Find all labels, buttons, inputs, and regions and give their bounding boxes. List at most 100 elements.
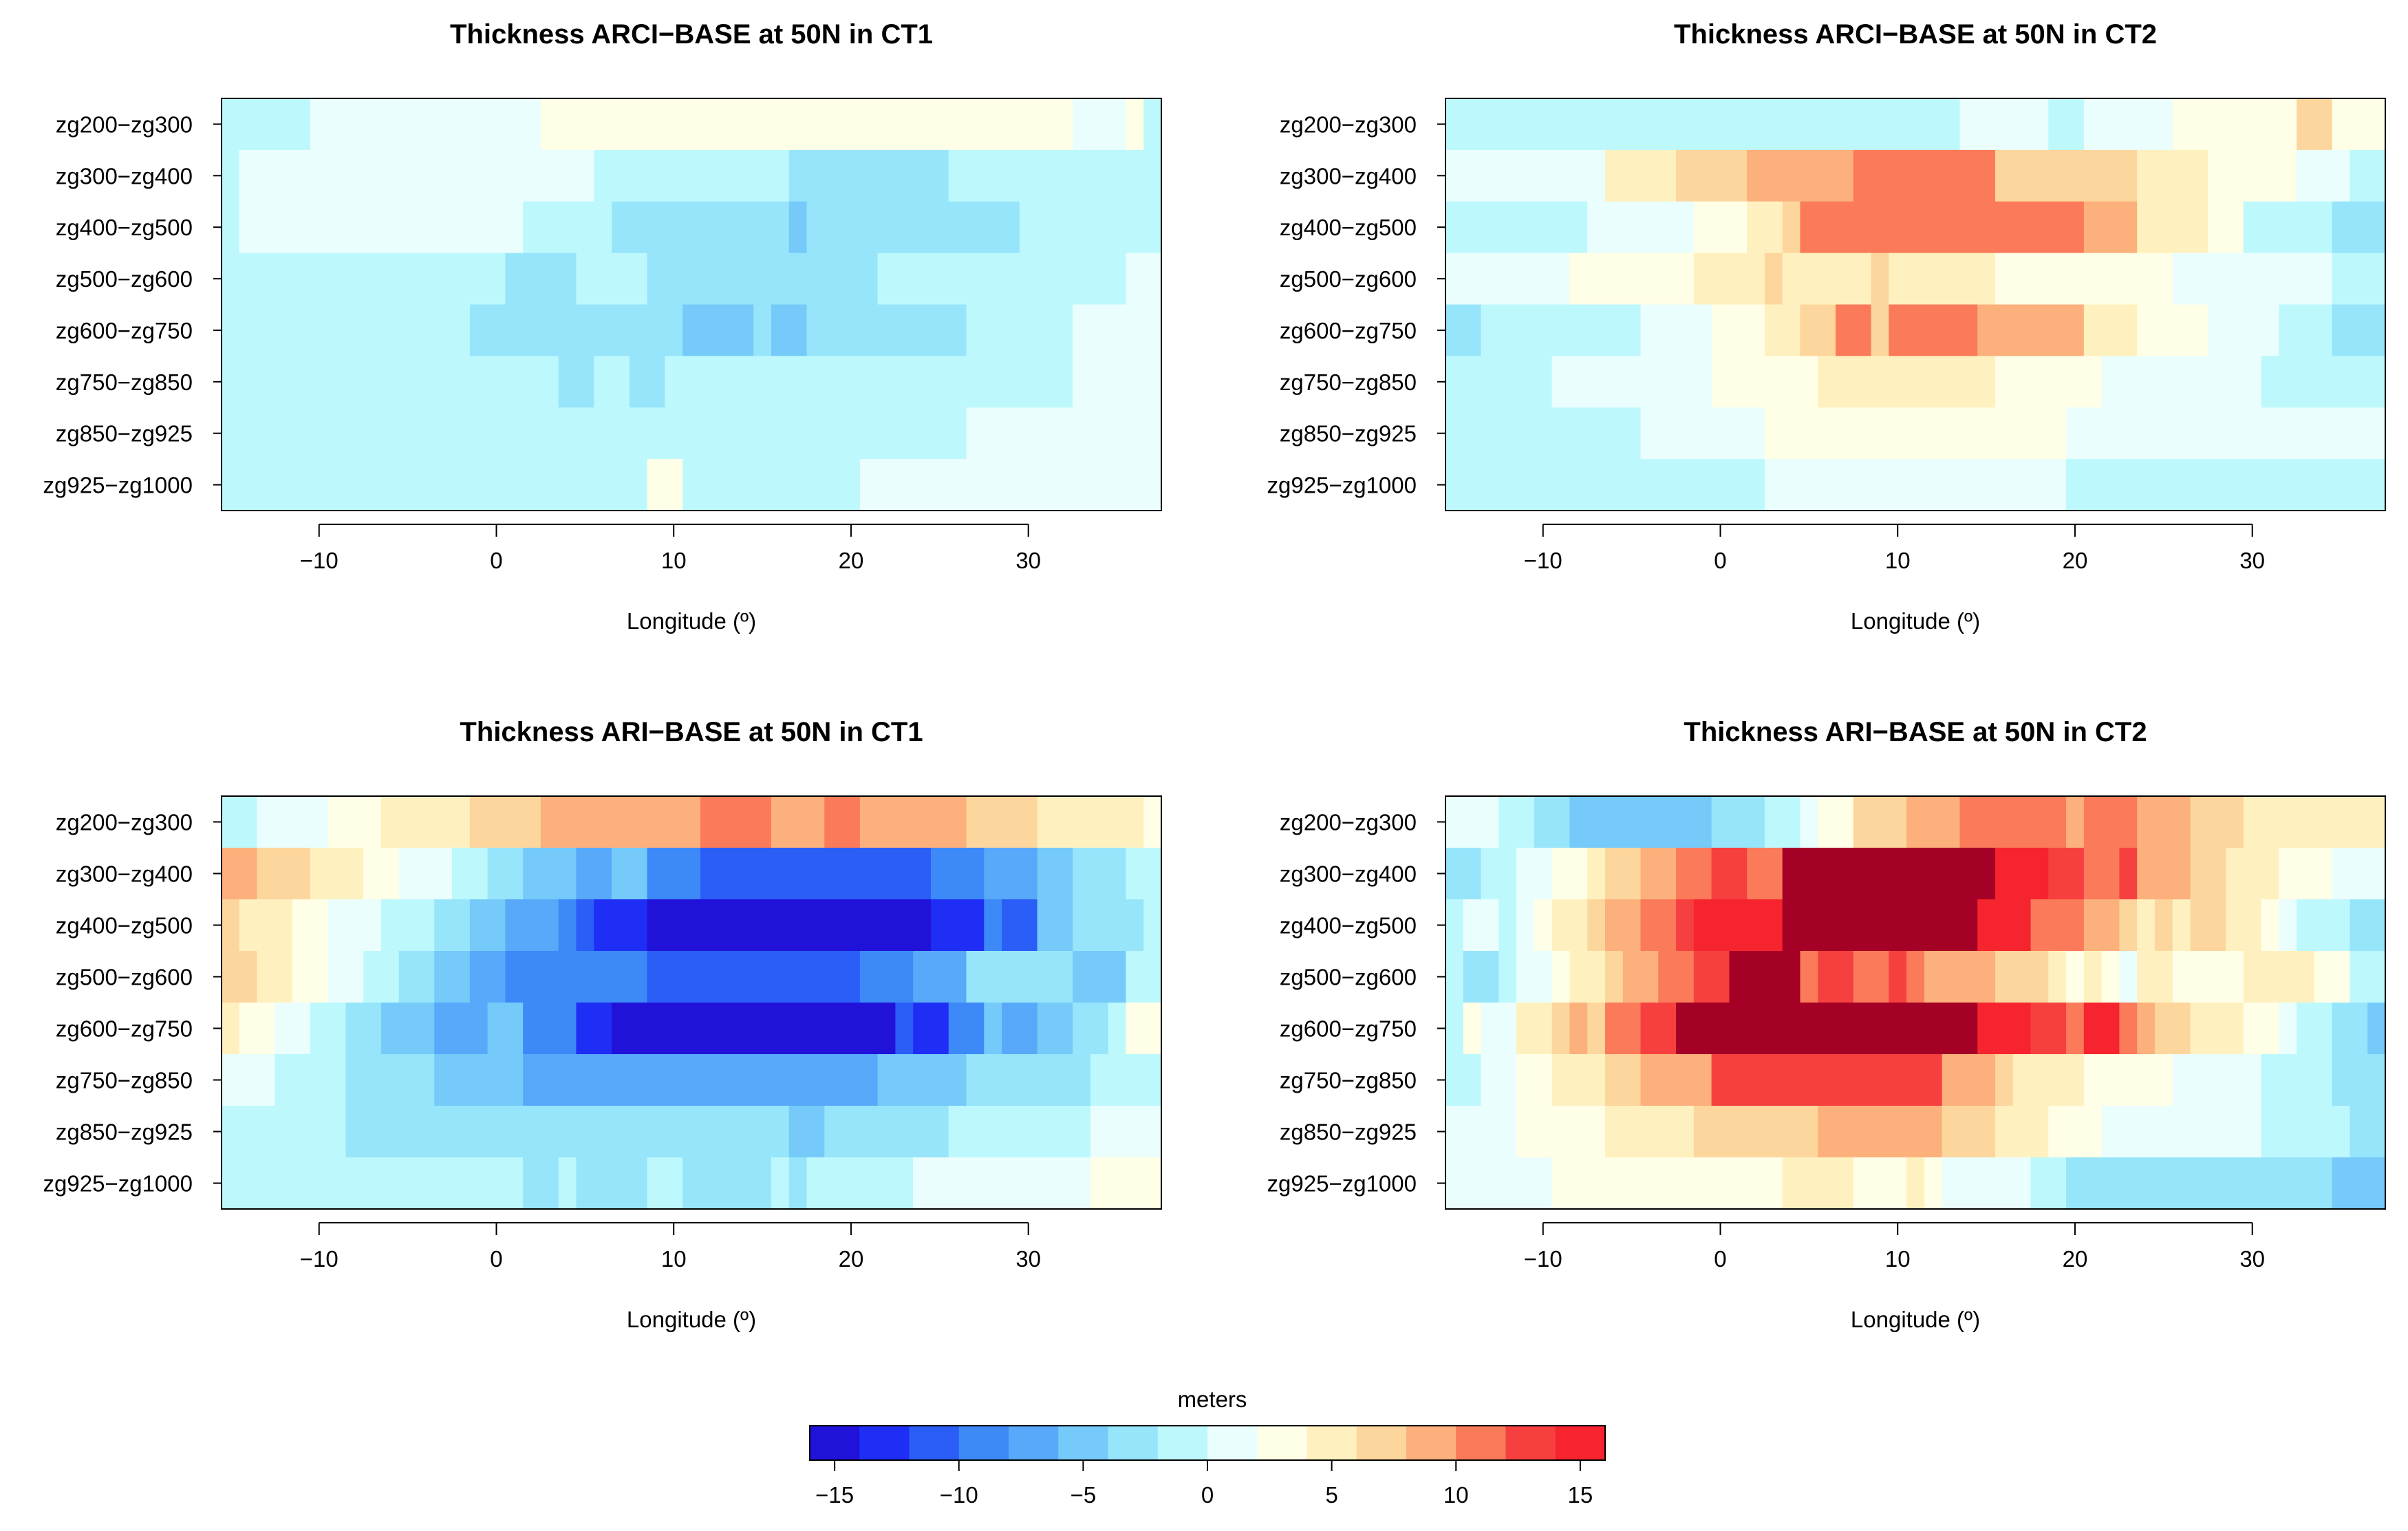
heatmap-cell [239, 899, 293, 952]
heatmap-cell [292, 899, 329, 952]
y-tick-label: zg850−zg925 [56, 1120, 193, 1145]
y-tick-label: zg750−zg850 [1280, 370, 1417, 395]
heatmap-cell [647, 1157, 683, 1210]
heatmap-cell [2208, 304, 2279, 356]
heatmap-cell [1037, 899, 1073, 952]
y-tick-label: zg750−zg850 [1280, 1068, 1417, 1093]
heatmap-cell [2066, 407, 2386, 460]
colorbar-cell [1207, 1426, 1258, 1460]
heatmap-cell [2279, 304, 2333, 356]
heatmap-cell [948, 1106, 1091, 1158]
heatmap-cell [1445, 304, 1482, 356]
y-tick-label: zg850−zg925 [56, 421, 193, 447]
y-tick-label: zg200−zg300 [1280, 111, 1417, 137]
colorbar-tick-label: −15 [815, 1482, 854, 1508]
heatmap-cell [2030, 899, 2085, 952]
heatmap-cell [2332, 1003, 2368, 1055]
heatmap-cell [2332, 848, 2386, 900]
y-tick-label: zg925−zg1000 [43, 473, 193, 498]
heatmap-cell [2154, 1003, 2191, 1055]
y-tick-label: zg200−zg300 [56, 111, 193, 137]
heatmap-cell [275, 1054, 347, 1106]
heatmap-cell [1002, 1003, 1038, 1055]
heatmap-cell [222, 201, 240, 254]
x-tick-label: 20 [2063, 548, 2088, 573]
heatmap-cell [2083, 98, 2173, 151]
heatmap-cell [2208, 149, 2297, 202]
heatmap-cell [1463, 1003, 1482, 1055]
heatmap-cell [1073, 98, 1127, 151]
y-tick-label: zg850−zg925 [1280, 421, 1417, 447]
heatmap-cell [682, 899, 861, 952]
y-tick-label: zg300−zg400 [56, 861, 193, 887]
heatmap-cell [859, 899, 932, 952]
heatmap-cell [1977, 899, 2032, 952]
y-tick-label: zg925−zg1000 [43, 1171, 193, 1197]
heatmap-cell [1924, 951, 1996, 1003]
colorbar-cell [1058, 1426, 1108, 1460]
heatmap-cell [1604, 1003, 1642, 1055]
heatmap-cell [1037, 796, 1144, 848]
heatmap-cell [1445, 1054, 1482, 1106]
colorbar-cell [1456, 1426, 1506, 1460]
heatmap-cell [1073, 848, 1127, 900]
y-tick-label: zg400−zg500 [56, 215, 193, 240]
heatmap-cell [1551, 899, 1588, 952]
heatmap-cell [222, 407, 967, 460]
y-tick-label: zg500−zg600 [56, 266, 193, 292]
heatmap-cell [523, 201, 612, 254]
heatmap-cell [1551, 356, 1712, 408]
heatmap-cell [966, 796, 1038, 848]
heatmap-cell [576, 848, 612, 900]
heatmap-cell [1073, 1003, 1109, 1055]
heatmap-cell [2119, 951, 2138, 1003]
heatmap-cell [222, 899, 240, 952]
heatmap-cell [1924, 1157, 1943, 1210]
colorbar-cells [809, 1425, 1606, 1461]
heatmap-cell [222, 459, 648, 511]
heatmap-cell [2119, 899, 2138, 952]
heatmap-cell [2083, 1054, 2173, 1106]
heatmap-cell [2154, 899, 2173, 952]
heatmap-cell [558, 1157, 577, 1210]
colorbar-cell [1307, 1426, 1357, 1460]
heatmap-cell [1906, 1157, 1925, 1210]
heatmap-cell [327, 951, 364, 1003]
heatmap-cell [1764, 304, 1801, 356]
y-tick-label: zg600−zg750 [1280, 1016, 1417, 1042]
heatmap-cell [788, 1157, 808, 1210]
colorbar-cell [1406, 1426, 1456, 1460]
heatmap-cell [1995, 253, 2173, 306]
heatmap-cell [576, 253, 648, 306]
heatmap-cell [1995, 1054, 2014, 1106]
heatmap-cell [2048, 98, 2085, 151]
heatmap-cell [629, 356, 665, 408]
colorbar-tick-label: 10 [1443, 1482, 1469, 1508]
y-axis: zg200−zg300 zg300−zg400 zg400−zg500 zg500−z… [1267, 111, 1446, 498]
heatmap-cell [1108, 1003, 1127, 1055]
heatmap-cell [1782, 253, 1872, 306]
heatmap-cell [1782, 848, 1996, 900]
heatmap-cell [1711, 356, 1818, 408]
heatmap-cell [2279, 848, 2333, 900]
heatmap-cell [1445, 459, 1765, 511]
heatmap-cell [594, 149, 790, 202]
heatmap-cell [1942, 1106, 1996, 1158]
heatmap-cell [222, 253, 506, 306]
colorbar-cell [1157, 1426, 1208, 1460]
heatmap-cell [2190, 796, 2244, 848]
y-axis: zg200−zg300 zg300−zg400 zg400−zg500 zg500−z… [1267, 810, 1446, 1197]
heatmap-cell [1037, 1003, 1073, 1055]
heatmap-cell [806, 304, 967, 356]
heatmap-cell [1143, 899, 1162, 952]
heatmap-cell [1498, 951, 1517, 1003]
heatmap-cell [1002, 899, 1038, 952]
colorbar-tick-label: 15 [1568, 1482, 1593, 1508]
heatmap-cell [1445, 1003, 1464, 1055]
heatmap-cell [2137, 951, 2173, 1003]
heatmap-cell [1090, 1157, 1162, 1210]
heatmap-cell [487, 848, 524, 900]
colorbar-cell [1505, 1426, 1556, 1460]
heatmap-cell [913, 1003, 949, 1055]
